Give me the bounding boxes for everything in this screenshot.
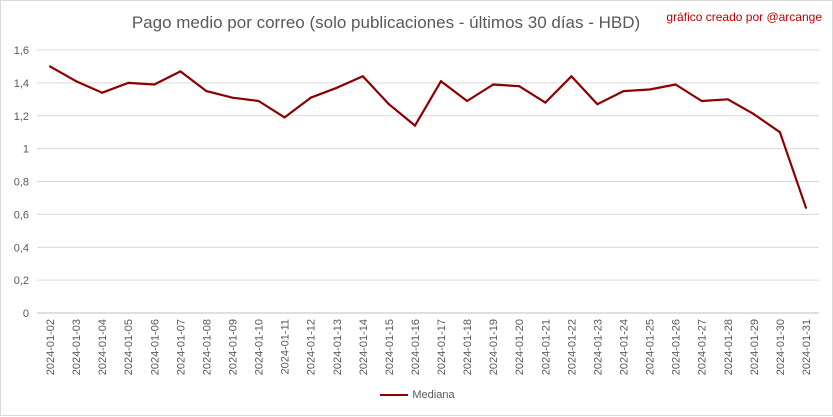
data-point bbox=[492, 83, 495, 86]
x-tick-label: 2024-01-27 bbox=[697, 319, 709, 375]
data-point bbox=[726, 98, 729, 101]
data-point bbox=[700, 99, 703, 103]
y-tick-label: 0,4 bbox=[14, 242, 29, 254]
y-tick-label: 0,2 bbox=[14, 275, 29, 287]
x-tick-label: 2024-01-23 bbox=[592, 319, 604, 375]
y-tick-label: 1,6 bbox=[14, 45, 29, 57]
x-tick-label: 2024-01-05 bbox=[123, 319, 135, 375]
x-tick-label: 2024-01-09 bbox=[228, 319, 240, 375]
legend-swatch bbox=[380, 394, 409, 397]
data-point bbox=[205, 89, 208, 93]
data-point bbox=[335, 86, 338, 89]
y-tick-label: 1,2 bbox=[14, 111, 29, 123]
x-tick-label: 2024-01-02 bbox=[45, 319, 57, 375]
x-tick-label: 2024-01-22 bbox=[566, 319, 578, 375]
data-point bbox=[257, 99, 260, 103]
data-point bbox=[674, 83, 677, 86]
y-tick-label: 0,8 bbox=[14, 177, 29, 189]
data-point bbox=[752, 113, 755, 116]
data-point bbox=[153, 83, 156, 86]
x-tick-label: 2024-01-21 bbox=[540, 319, 552, 375]
x-tick-label: 2024-01-19 bbox=[488, 319, 500, 375]
x-tick-label: 2024-01-24 bbox=[619, 319, 631, 375]
x-tick-label: 2024-01-12 bbox=[306, 319, 318, 375]
x-tick-label: 2024-01-13 bbox=[332, 319, 344, 375]
data-point bbox=[231, 96, 234, 99]
data-point bbox=[439, 80, 443, 83]
data-point bbox=[544, 101, 547, 104]
y-tick-label: 1,4 bbox=[14, 78, 29, 90]
series-line bbox=[49, 65, 808, 209]
data-point bbox=[648, 88, 651, 91]
data-point bbox=[101, 91, 104, 94]
x-tick-label: 2024-01-04 bbox=[97, 319, 109, 375]
y-tick-label: 1 bbox=[23, 144, 29, 156]
data-point bbox=[778, 131, 782, 134]
data-point bbox=[75, 80, 78, 83]
data-point bbox=[48, 65, 52, 68]
data-point bbox=[179, 70, 182, 73]
data-point bbox=[283, 116, 286, 119]
x-tick-label: 2024-01-06 bbox=[149, 319, 161, 375]
x-tick-label: 2024-01-07 bbox=[175, 319, 187, 375]
data-point bbox=[570, 75, 573, 78]
x-tick-label: 2024-01-31 bbox=[801, 319, 813, 375]
data-point bbox=[361, 75, 364, 78]
chart-credit: gráfico creado por @arcange bbox=[666, 10, 822, 24]
x-tick-label: 2024-01-15 bbox=[384, 319, 396, 375]
x-tick-label: 2024-01-30 bbox=[775, 319, 787, 375]
data-point bbox=[518, 85, 521, 88]
x-tick-label: 2024-01-20 bbox=[514, 319, 526, 375]
x-tick-label: 2024-01-17 bbox=[436, 319, 448, 375]
x-tick-label: 2024-01-03 bbox=[71, 319, 83, 375]
legend-label: Mediana bbox=[412, 389, 455, 401]
data-point bbox=[309, 96, 312, 99]
x-tick-label: 2024-01-29 bbox=[749, 319, 761, 375]
x-tick-label: 2024-01-10 bbox=[254, 319, 266, 375]
data-point bbox=[596, 103, 599, 106]
x-tick-label: 2024-01-26 bbox=[671, 319, 683, 375]
data-point bbox=[466, 99, 469, 103]
data-point bbox=[413, 124, 417, 127]
legend: Mediana bbox=[1, 389, 833, 401]
x-tick-label: 2024-01-14 bbox=[358, 319, 370, 375]
data-point bbox=[804, 206, 808, 209]
chart-title: Pago medio por correo (solo publicacione… bbox=[131, 13, 641, 32]
y-tick-label: 0,6 bbox=[14, 209, 29, 221]
x-tick-label: 2024-01-11 bbox=[280, 319, 292, 374]
x-tick-label: 2024-01-18 bbox=[462, 319, 474, 375]
data-point bbox=[127, 81, 130, 84]
y-tick-label: 0 bbox=[23, 308, 29, 320]
x-tick-label: 2024-01-08 bbox=[201, 319, 213, 375]
data-point bbox=[387, 103, 390, 106]
x-tick-label: 2024-01-25 bbox=[645, 319, 657, 375]
x-tick-label: 2024-01-28 bbox=[723, 319, 735, 375]
data-point bbox=[622, 89, 625, 93]
x-tick-label: 2024-01-16 bbox=[410, 319, 422, 375]
